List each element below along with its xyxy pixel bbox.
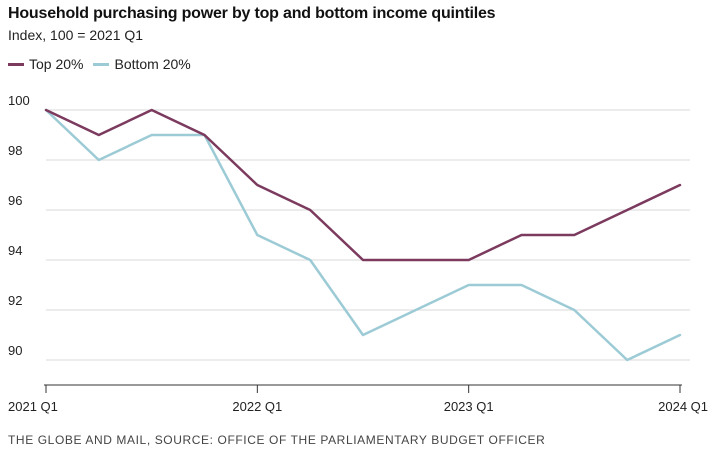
- x-tick-label-0: 2021 Q1: [8, 399, 58, 414]
- y-tick-label-100: 100: [8, 93, 30, 108]
- y-tick-label-98: 98: [8, 143, 22, 158]
- x-tick-labels: 2021 Q1 2022 Q1 2023 Q1 2024 Q1: [8, 399, 708, 414]
- chart-subtitle: Index, 100 = 2021 Q1: [8, 27, 144, 43]
- series-line-bottom-20: [44, 108, 682, 362]
- legend-swatch-top: [8, 62, 24, 66]
- grid-lines: [46, 109, 690, 361]
- legend-swatch-bottom: [93, 62, 110, 66]
- x-tick-label-8: 2023 Q1: [444, 399, 494, 414]
- x-tick-label-4: 2022 Q1: [232, 399, 282, 414]
- legend-item-bottom: Bottom 20%: [93, 56, 191, 72]
- chart-title: Household purchasing power by top and bo…: [8, 5, 496, 22]
- y-tick-label-92: 92: [8, 293, 22, 308]
- x-tick-label-12: 2024 Q1: [658, 399, 708, 414]
- y-tick-label-96: 96: [8, 193, 22, 208]
- legend-item-top: Top 20%: [8, 56, 83, 72]
- x-axis: [44, 384, 682, 393]
- y-tick-label-90: 90: [8, 343, 22, 358]
- y-tick-label-94: 94: [8, 243, 22, 258]
- series-line-top-20: [44, 108, 682, 262]
- legend-label-top: Top 20%: [29, 56, 84, 72]
- y-tick-labels: 90 92 94 96 98 100: [8, 93, 30, 358]
- legend-label-bottom: Bottom 20%: [114, 56, 191, 72]
- series-lines: [44, 108, 682, 362]
- legend: Top 20% Bottom 20%: [8, 56, 201, 72]
- source-note: THE GLOBE AND MAIL, SOURCE: OFFICE OF TH…: [8, 433, 546, 447]
